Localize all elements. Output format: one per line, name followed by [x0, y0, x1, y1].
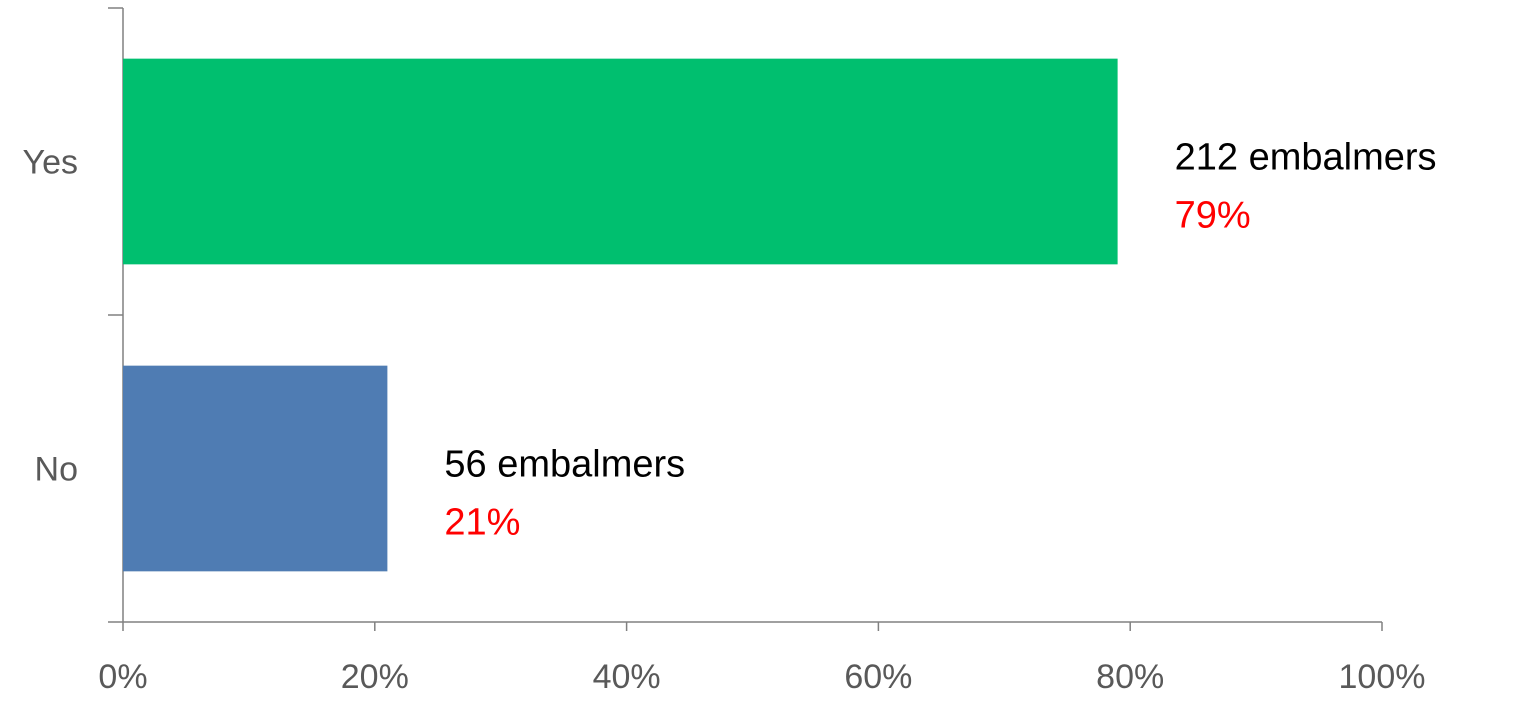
data-label-count: 212 embalmers — [1175, 137, 1437, 179]
x-tick-label: 40% — [593, 658, 661, 696]
bar-yes — [123, 58, 1118, 265]
bar-no — [123, 365, 388, 572]
x-tick-label: 60% — [844, 658, 912, 696]
data-label-percent: 79% — [1175, 195, 1251, 237]
x-axis-ticks: 0% 20% 40% 60% 80% 100% — [98, 622, 1425, 696]
category-labels: Yes No — [23, 144, 78, 489]
data-label-count: 56 embalmers — [444, 444, 685, 486]
category-label: No — [35, 451, 78, 489]
bars — [123, 58, 1118, 572]
x-tick-label: 20% — [341, 658, 409, 696]
data-label-percent: 21% — [444, 502, 520, 544]
category-label: Yes — [23, 144, 78, 182]
data-labels: 212 embalmers 79% 56 embalmers 21% — [444, 137, 1436, 544]
x-tick-label: 0% — [98, 658, 147, 696]
x-tick-label: 100% — [1339, 658, 1426, 696]
x-tick-label: 80% — [1096, 658, 1164, 696]
